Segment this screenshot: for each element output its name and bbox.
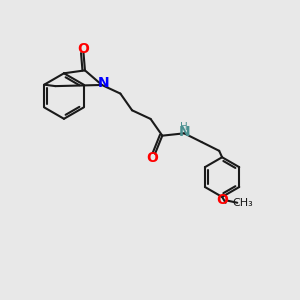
Text: O: O [216, 193, 228, 207]
Text: O: O [147, 151, 159, 165]
Text: N: N [98, 76, 109, 91]
Text: CH₃: CH₃ [233, 198, 254, 208]
Text: H: H [180, 122, 188, 133]
Text: N: N [178, 125, 190, 139]
Text: O: O [78, 42, 89, 56]
